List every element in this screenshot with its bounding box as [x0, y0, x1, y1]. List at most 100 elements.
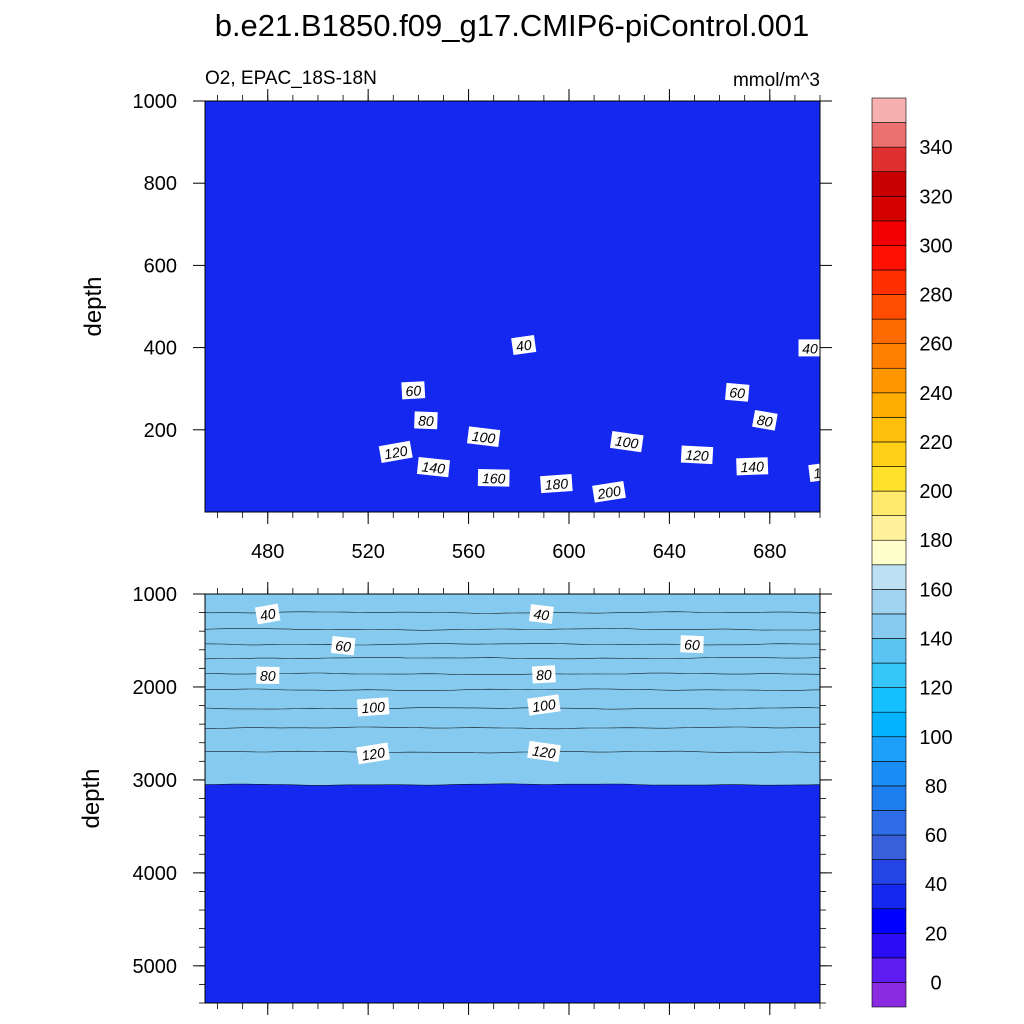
upper-x-tick-label-520: 520 [351, 541, 384, 563]
colorbar-box-16 [871, 589, 907, 615]
colorbar-box-30 [871, 245, 907, 271]
colorbar-box-17 [871, 564, 907, 590]
upper-contour-label-11: 140 [736, 457, 769, 476]
colorbar-label-240: 240 [919, 383, 952, 405]
colorbar-box-33 [871, 171, 907, 197]
colorbar-box-7 [871, 810, 907, 836]
colorbar-label-220: 220 [919, 432, 952, 454]
upper-contour-label-text-12: 160 [812, 463, 837, 482]
lower-contour-line-5 [205, 672, 820, 675]
lower-y-axis-label: depth [78, 768, 105, 828]
colorbar-label-260: 260 [919, 334, 952, 356]
colorbar-box-35 [871, 122, 907, 148]
colorbar-box-24 [871, 392, 907, 418]
upper-contour-label-text-6: 80 [418, 413, 434, 430]
upper-contour-label-12: 160 [808, 461, 837, 482]
colorbar-box-22 [871, 441, 907, 467]
colorbar-box-4 [871, 883, 907, 910]
colorbar-label-20: 20 [925, 923, 947, 945]
upper-contour-label-0: 120 [378, 440, 413, 464]
colorbar-box-34 [871, 146, 907, 173]
upper-contour-label-text-10: 120 [685, 447, 709, 464]
lower-contour-label-text-6: 60 [684, 636, 700, 653]
lower-contour-label-text-3: 100 [361, 699, 386, 717]
lower-y-tick-label-1000: 1000 [133, 584, 178, 606]
colorbar-box-28 [871, 294, 907, 320]
upper-contour-label-2: 160 [477, 469, 510, 487]
upper-contour-label-text-18: 60 [729, 384, 746, 401]
colorbar-box-8 [871, 785, 907, 811]
colorbar-box-2 [871, 932, 907, 959]
upper-contour-label-17: 80 [752, 409, 778, 431]
upper-y-tick-label-400: 400 [144, 338, 177, 360]
upper-contour-label-text-4: 200 [595, 483, 622, 503]
upper-y-tick-label-800: 800 [144, 173, 177, 195]
colorbar-box-12 [871, 687, 907, 713]
upper-contour-label-text-7: 60 [405, 382, 422, 399]
chart-title: b.e21.B1850.f09_g17.CMIP6-piControl.001 [215, 8, 810, 43]
upper-layer-30 [205, 101, 820, 512]
colorbar-box-27 [871, 318, 907, 344]
lower-contour-label-text-5: 40 [533, 606, 551, 624]
upper-contour-label-text-0: 120 [383, 442, 409, 462]
colorbar-label-280: 280 [919, 285, 952, 307]
upper-contour-label-text-11: 140 [740, 458, 764, 475]
variable-region-label: O2, EPAC_18S-18N [205, 68, 377, 89]
upper-plot-frame [204, 100, 821, 513]
lower-contour-label-text-7: 80 [536, 666, 553, 683]
colorbar-label-40: 40 [925, 874, 947, 896]
upper-contour-label-text-1: 140 [421, 458, 446, 476]
colorbar-label-200: 200 [919, 481, 952, 503]
colorbar-box-19 [871, 515, 907, 541]
lower-contour-line-10 [205, 783, 820, 786]
colorbar-box-26 [871, 343, 907, 369]
colorbar-box-3 [871, 908, 907, 934]
upper-contour-label-9: 100 [609, 430, 644, 453]
lower-y-tick-label-4000: 4000 [133, 863, 178, 885]
upper-y-tick-label-1000: 1000 [133, 91, 178, 113]
upper-x-tick-label-560: 560 [452, 541, 485, 563]
upper-contour-label-1: 140 [416, 457, 451, 478]
upper-contour-label-text-5: 100 [471, 428, 496, 447]
lower-contour-label-8: 100 [527, 694, 561, 716]
colorbar-label-160: 160 [919, 579, 952, 601]
colorbar-label-340: 340 [919, 137, 952, 159]
lower-contour-label-0: 40 [254, 603, 281, 625]
upper-contour-label-4: 200 [592, 480, 626, 503]
upper-y-axis-label: depth [80, 276, 107, 336]
upper-contour-label-text-19: 40 [802, 340, 818, 356]
colorbar-box-13 [871, 662, 907, 688]
upper-contour-label-text-3: 180 [544, 475, 569, 493]
lower-y-tick-label-3000: 3000 [133, 770, 178, 792]
lower-y-tick-label-2000: 2000 [133, 677, 178, 699]
colorbar-label-120: 120 [919, 678, 952, 700]
lower-contour-label-text-4: 120 [360, 744, 386, 763]
lower-contour-line-6 [205, 688, 820, 692]
lower-contour-line-4 [205, 657, 820, 660]
lower-contour-line-3 [205, 643, 820, 646]
upper-y-tick-label-200: 200 [144, 420, 177, 442]
colorbar: 0 20 40 60 80 100 120 140 160 180 200 220 240 260 280 3… [871, 97, 953, 1008]
colorbar-box-18 [871, 539, 907, 566]
upper-contour-label-3: 180 [540, 474, 573, 494]
lower-contour-label-text-9: 120 [531, 742, 557, 761]
colorbar-label-300: 300 [919, 235, 952, 257]
colorbar-box-1 [871, 957, 907, 983]
lower-contour-label-text-2: 80 [260, 668, 276, 684]
colorbar-box-32 [871, 195, 907, 222]
colorbar-label-140: 140 [919, 628, 952, 650]
upper-x-tick-label-640: 640 [653, 541, 686, 563]
lower-layer-fill-140 [205, 594, 820, 786]
lower-contour-label-7: 80 [531, 665, 556, 684]
colorbar-label-60: 60 [925, 825, 947, 847]
colorbar-label-80: 80 [925, 776, 947, 798]
colorbar-label-180: 180 [919, 530, 952, 552]
lower-contour-line-7 [205, 707, 820, 710]
colorbar-box-10 [871, 736, 907, 762]
colorbar-box-15 [871, 613, 907, 639]
lower-contour-line-8 [205, 726, 820, 730]
colorbar-box-36 [871, 97, 907, 123]
colorbar-label-320: 320 [919, 186, 952, 208]
lower-contour-label-text-0: 40 [259, 605, 277, 623]
upper-contour-label-19: 40 [798, 339, 820, 357]
